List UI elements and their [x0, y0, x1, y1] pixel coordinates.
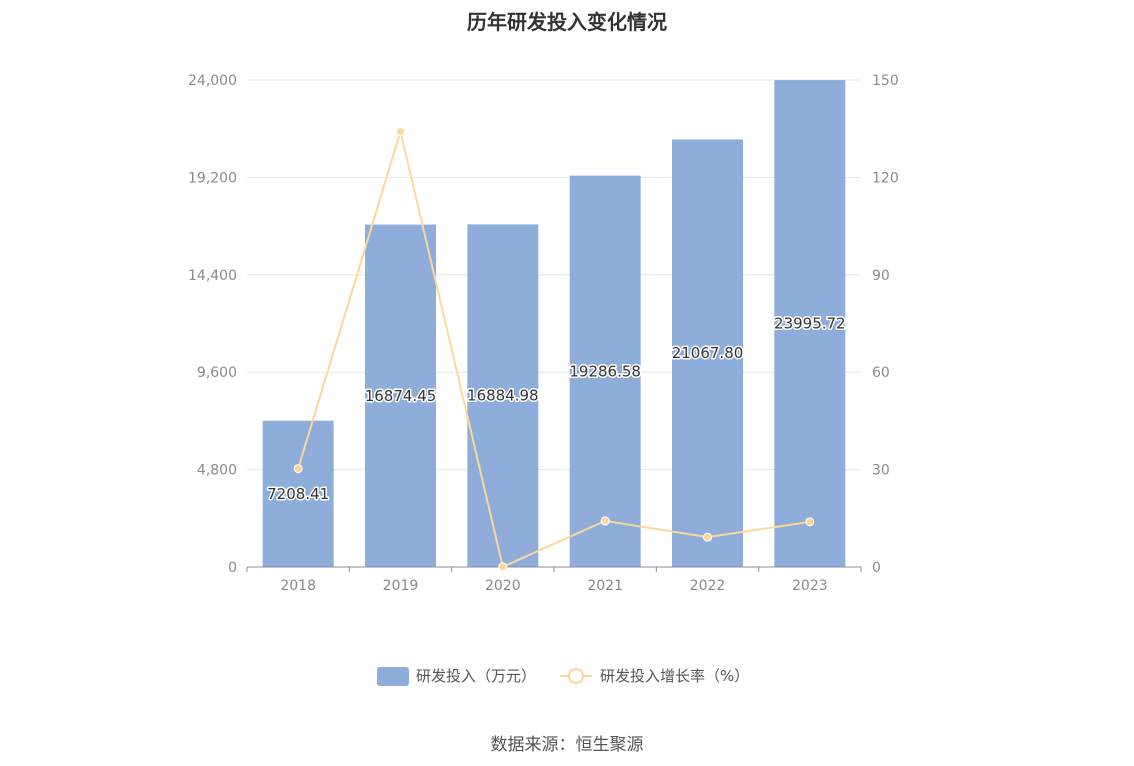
legend: 研发投入（万元） 研发投入增长率（%）	[377, 667, 749, 686]
legend-bar-swatch[interactable]	[377, 667, 409, 686]
line-point	[396, 127, 405, 137]
bar	[672, 139, 743, 568]
bar-data-label: 16884.98	[467, 387, 539, 405]
line-point	[703, 532, 712, 542]
y-right-tick-label: 0	[872, 560, 881, 576]
y-right-tick-label: 150	[872, 73, 899, 89]
bar-data-label: 21067.80	[672, 344, 744, 362]
x-tick-label: 2023	[792, 578, 828, 594]
bar	[467, 224, 539, 567]
x-tick-label: 2020	[485, 578, 521, 594]
line-series	[293, 127, 815, 572]
bar-data-label: 16874.45	[365, 387, 437, 405]
bar-series	[262, 80, 846, 568]
legend-line-label[interactable]: 研发投入增长率（%）	[600, 667, 749, 685]
bar-data-label: 23995.72	[774, 315, 846, 333]
legend-line-marker[interactable]	[568, 668, 584, 684]
bar	[262, 420, 334, 567]
bar-data-label: 19286.58	[569, 362, 641, 380]
axes: 0 0 4,800 30 9,600 60 14,400 90 19,200 120 24,000 1…	[188, 73, 899, 594]
x-tick-label: 2018	[280, 578, 316, 594]
bar	[774, 80, 846, 567]
growth-line	[297, 127, 810, 569]
legend-bar-label[interactable]: 研发投入（万元）	[416, 667, 536, 685]
line-point	[293, 464, 303, 474]
x-tick-label: 2021	[587, 578, 623, 594]
y-left-tick-label: 24,000	[188, 73, 237, 89]
y-left-tick-label: 9,600	[197, 365, 237, 381]
y-left-tick-label: 0	[228, 560, 237, 576]
y-right-tick-label: 30	[872, 463, 890, 479]
x-tick-label: 2019	[383, 578, 419, 594]
grid-lines	[247, 79, 861, 471]
y-right-tick-label: 90	[872, 268, 890, 284]
x-tick-label: 2022	[690, 578, 726, 594]
y-left-tick-label: 14,400	[188, 268, 237, 284]
source-note: 数据来源：恒生聚源	[490, 735, 644, 755]
line-point	[600, 516, 610, 526]
bar	[569, 175, 641, 568]
bar	[365, 224, 436, 567]
y-left-tick-label: 19,200	[188, 170, 237, 186]
chart-title: 历年研发投入变化情况	[467, 10, 667, 34]
line-point	[498, 562, 508, 572]
y-left-tick-label: 4,800	[197, 463, 237, 479]
bar-data-label: 7208.41	[267, 485, 329, 503]
y-right-tick-label: 60	[872, 365, 890, 381]
line-point	[805, 517, 815, 527]
y-right-tick-label: 120	[872, 170, 899, 186]
data-labels: 7208.41 16874.45 16884.98 19286.58 21067.80 2…	[266, 313, 847, 504]
